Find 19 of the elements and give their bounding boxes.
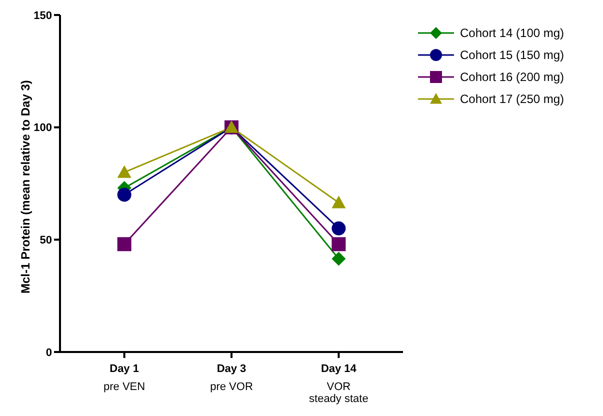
legend-label: Cohort 15 (150 mg) [460, 48, 564, 62]
point [332, 196, 346, 208]
y-tick-label: 150 [34, 10, 52, 22]
x-tick-label: Day 3 pre VOR [210, 363, 253, 393]
y-tick-label: 50 [40, 234, 52, 247]
legend-label: Cohort 14 (100 mg) [460, 26, 564, 40]
y-tick-label: 0 [46, 346, 52, 359]
legend-label: Cohort 17 (250 mg) [460, 92, 564, 106]
legend-label: Cohort 16 (200 mg) [460, 70, 564, 84]
point [332, 237, 346, 252]
x-tick-label: Day 14 VOR steady state [309, 363, 368, 405]
x-tick-label: Day 1 pre VEN [104, 363, 146, 393]
y-axis-title: Mcl-1 Protein (mean relative to Day 3) [18, 80, 32, 294]
point [332, 221, 346, 236]
point [332, 252, 346, 266]
point [117, 188, 132, 202]
y-tick-label: 100 [34, 122, 52, 134]
point [117, 165, 132, 178]
point [117, 237, 132, 252]
